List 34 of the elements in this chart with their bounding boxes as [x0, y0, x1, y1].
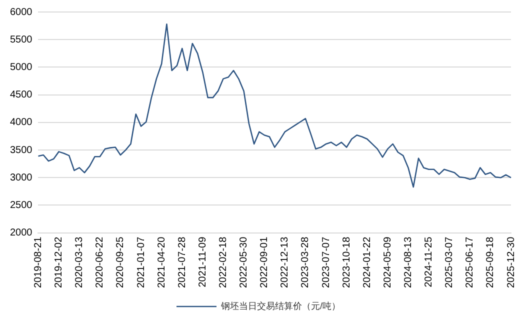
x-tick-label: 2022-12-13	[280, 236, 291, 288]
x-tick-label: 2020-06-22	[94, 236, 106, 288]
y-tick-label: 4500	[10, 90, 33, 101]
x-tick-label: 2019-08-21	[32, 236, 44, 288]
y-tick-label: 2000	[10, 228, 33, 239]
x-tick-label: 2024-05-09	[382, 236, 394, 288]
x-tick-label: 2020-03-13	[74, 236, 86, 288]
x-tick-label: 2023-03-28	[300, 236, 312, 288]
x-tick-label: 2022-09-01	[259, 236, 270, 288]
legend-label: 钢坯当日交易结算价（元/吨）	[220, 300, 341, 311]
x-tick-label: 2020-09-25	[115, 236, 126, 288]
x-tick-label: 2022-05-30	[238, 236, 250, 288]
x-tick-label: 2025-03-07	[444, 236, 456, 288]
x-tick-label: 2025-09-18	[485, 236, 496, 288]
x-tick-label: 2024-11-25	[424, 236, 435, 288]
y-tick-label: 6000	[10, 6, 33, 18]
y-tick-label: 5000	[10, 62, 33, 73]
y-tick-label: 4000	[10, 117, 33, 128]
x-tick-label: 2021-07-28	[176, 236, 188, 288]
x-tick-label: 2021-01-07	[136, 236, 147, 288]
x-tick-label: 2025-12-30	[506, 236, 517, 288]
x-tick-label: 2023-10-18	[341, 236, 352, 288]
x-tick-label: 2021-11-09	[197, 236, 208, 288]
y-tick-label: 5500	[10, 34, 33, 46]
x-tick-label: 2023-07-07	[320, 236, 332, 288]
x-tick-label: 2022-02-18	[218, 236, 229, 288]
x-tick-label: 2025-06-17	[464, 236, 476, 288]
x-tick-label: 2024-01-22	[362, 236, 373, 288]
x-tick-label: 2024-08-13	[402, 236, 414, 288]
y-tick-label: 3000	[10, 172, 33, 184]
x-tick-label: 2021-04-20	[156, 236, 168, 288]
y-tick-label: 3500	[10, 144, 33, 156]
y-tick-label: 2500	[10, 200, 33, 211]
x-tick-label: 2019-12-02	[54, 236, 65, 288]
